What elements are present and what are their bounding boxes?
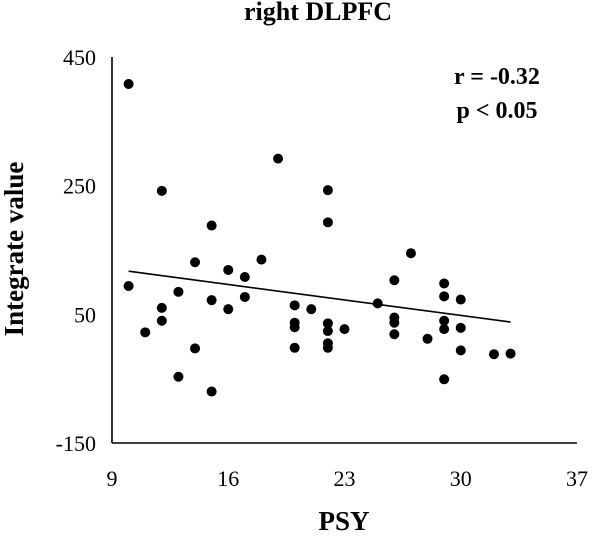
data-point: [173, 371, 184, 382]
data-point: [505, 348, 516, 359]
data-point: [488, 349, 499, 360]
x-tick-labels: 9 16 23 30 37: [107, 466, 589, 491]
data-point: [206, 295, 217, 306]
data-point: [223, 264, 234, 275]
data-point: [439, 278, 450, 289]
data-point: [389, 275, 400, 286]
stat-annotations: r = -0.32 p < 0.05: [454, 64, 540, 124]
data-point: [190, 257, 201, 268]
data-point: [322, 326, 333, 337]
data-point: [322, 342, 333, 353]
stat-annotation: p < 0.05: [456, 98, 537, 124]
data-point: [322, 217, 333, 228]
data-point: [173, 286, 184, 297]
stat-annotation: r = -0.32: [454, 64, 540, 90]
data-point: [322, 318, 333, 329]
y-tick-labels: -150 50 250 450: [56, 45, 96, 456]
data-point: [339, 324, 350, 335]
y-tick-label: -150: [56, 431, 96, 456]
data-point: [455, 322, 466, 333]
data-point: [156, 315, 167, 326]
data-point: [422, 333, 433, 344]
data-point: [439, 291, 450, 302]
x-tick-label: 16: [217, 466, 239, 491]
x-axis-label: PSY: [318, 506, 369, 536]
data-point: [322, 185, 333, 196]
chart-title: right DLPFC: [244, 0, 392, 26]
data-point: [439, 374, 450, 385]
data-point: [306, 304, 317, 315]
data-point: [289, 342, 300, 353]
data-point: [372, 298, 383, 309]
data-point: [289, 322, 300, 333]
x-tick-label: 30: [450, 466, 472, 491]
data-point: [156, 302, 167, 313]
data-point: [389, 317, 400, 328]
y-tick-label: 250: [63, 174, 96, 199]
data-point: [190, 343, 201, 354]
data-point: [289, 300, 300, 311]
y-tick-label: 50: [74, 302, 96, 327]
data-point: [439, 315, 450, 326]
data-points: [123, 79, 516, 397]
data-point: [455, 294, 466, 305]
data-point: [140, 327, 151, 338]
trend-line: [128, 270, 511, 323]
data-point: [123, 281, 134, 292]
data-point: [206, 220, 217, 231]
data-point: [239, 291, 250, 302]
data-point: [439, 324, 450, 335]
data-point: [405, 248, 416, 259]
data-point: [123, 79, 134, 90]
data-point: [156, 185, 167, 196]
x-tick-label: 23: [334, 466, 356, 491]
x-tick-label: 9: [107, 466, 118, 491]
data-point: [455, 345, 466, 356]
data-point: [273, 153, 284, 164]
x-tick-label: 37: [566, 466, 588, 491]
data-point: [206, 386, 217, 397]
y-axis-label: Integrate value: [0, 162, 29, 337]
y-tick-label: 450: [63, 45, 96, 70]
data-point: [223, 304, 234, 315]
data-point: [389, 329, 400, 340]
data-point: [256, 254, 267, 265]
data-point: [239, 272, 250, 283]
